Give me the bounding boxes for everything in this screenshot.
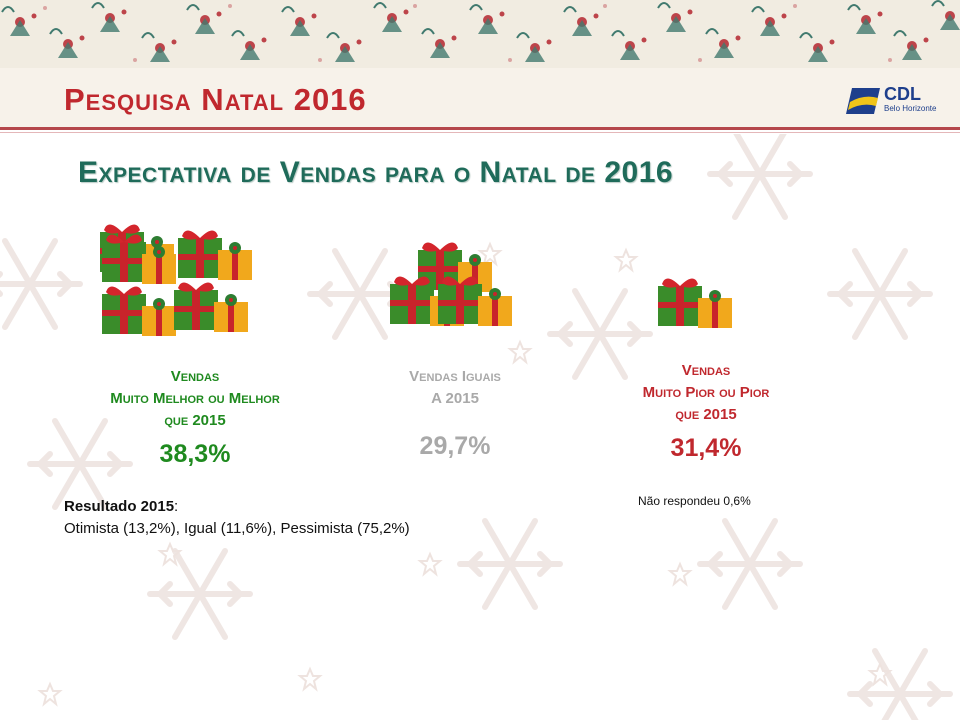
gift-boxes-icon (100, 224, 252, 336)
percent-equal: 29,7% (419, 432, 491, 460)
column-better: Vendas Muito Melhor ou Melhor que 2015 3… (60, 366, 330, 469)
logo-subtext: Belo Horizonte (884, 104, 937, 113)
label-line2: Muito Melhor ou Melhor (110, 390, 280, 407)
section-subtitle: Expectativa de Vendas para o Natal de 20… (78, 156, 674, 189)
cdl-logo-icon (846, 88, 880, 114)
label-line1: Vendas (681, 362, 731, 379)
result-detail: Otimista (13,2%), Igual (11,6%), Pessimi… (64, 520, 410, 537)
title-bar: Pesquisa Natal 2016 CDL Belo Horizonte (0, 68, 960, 133)
label-line3: que 2015 (164, 412, 226, 429)
column-equal: Vendas Iguais A 2015 29,7% (360, 366, 550, 461)
no-response-note: Não respondeu 0,6% (638, 494, 751, 508)
festive-banner (0, 0, 960, 68)
page-title: Pesquisa Natal 2016 (64, 82, 367, 117)
title-rule (0, 127, 960, 130)
label-line2: A 2015 (431, 390, 479, 407)
label-line1: Vendas Iguais (409, 368, 501, 385)
percent-worse: 31,4% (670, 434, 742, 462)
label-line3: que 2015 (675, 406, 737, 423)
logo-text: CDL (884, 84, 921, 104)
gift-boxes-icon-middle (390, 242, 512, 326)
label-line2: Muito Pior ou Pior (642, 384, 770, 401)
slide-content: Expectativa de Vendas para o Natal de 20… (0, 134, 960, 720)
cdl-logo: CDL Belo Horizonte (846, 84, 952, 118)
christmas-pattern-icon (0, 0, 960, 68)
result-2015: Resultado 2015: Otimista (13,2%), Igual … (64, 496, 410, 540)
result-colon: : (174, 498, 179, 515)
label-line1: Vendas (170, 368, 220, 385)
percent-better: 38,3% (159, 440, 231, 468)
gift-box-icon (658, 278, 732, 328)
title-rule-thin (0, 132, 960, 133)
result-label: Resultado 2015 (64, 498, 175, 515)
column-worse: Vendas Muito Pior ou Pior que 2015 31,4% (596, 360, 816, 463)
